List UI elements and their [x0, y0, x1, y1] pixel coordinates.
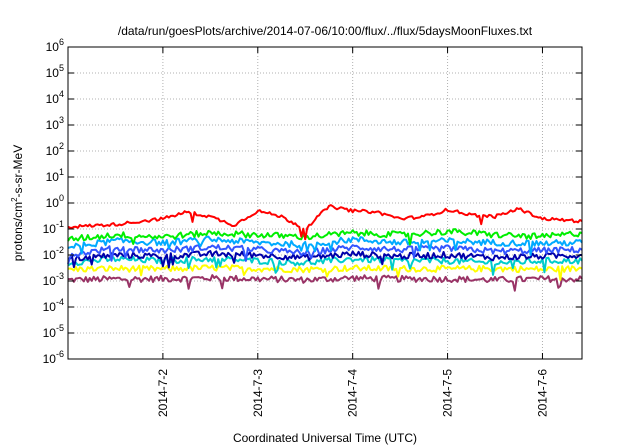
series-line-6: [67, 228, 583, 246]
y-axis-label-sup: 2: [10, 197, 19, 202]
y-axis-label-rest: -s-sr-MeV: [11, 145, 25, 198]
y-axis: 10610510410310210110010-110-210-310-410-…: [43, 37, 582, 366]
y-tick-label-exp: -3: [56, 271, 64, 281]
y-tick-label-base: 10: [46, 66, 60, 80]
x-tick-label: 2014-7-5: [441, 369, 455, 417]
y-tick-label-base: 10: [46, 92, 60, 106]
y-tick-label-base: 10: [46, 40, 60, 54]
y-tick-label-exp: -1: [56, 219, 64, 229]
x-axis-label: Coordinated Universal Time (UTC): [233, 431, 417, 445]
y-tick-label: 10-5: [43, 323, 64, 340]
y-tick-label-base: 10: [43, 352, 57, 366]
x-tick-label: 2014-7-6: [535, 369, 549, 417]
y-tick-label-base: 10: [43, 222, 57, 236]
y-tick-label: 10-1: [43, 219, 64, 236]
y-tick-label-base: 10: [46, 170, 60, 184]
y-tick-label-exp: -6: [56, 349, 64, 359]
series-line-3: [67, 250, 582, 269]
y-tick-label: 105: [46, 63, 64, 80]
y-tick-label: 10-4: [43, 297, 64, 314]
y-tick-label-base: 10: [43, 326, 57, 340]
y-tick-label-base: 10: [43, 300, 57, 314]
y-axis-label: protons/cm2-s-sr-MeV: [10, 145, 25, 261]
y-tick-label-exp: 0: [59, 193, 64, 203]
y-tick-label-exp: -5: [56, 323, 64, 333]
y-tick-label-base: 10: [46, 144, 60, 158]
y-tick-label: 10-2: [43, 245, 64, 262]
x-axis: 2014-7-2 2014-7-3 2014-7-4 2014-7-5 2014-7-6: [156, 47, 549, 417]
y-tick-label: 10-6: [43, 349, 64, 366]
y-tick-label-exp: 6: [59, 37, 64, 47]
y-tick-label: 100: [46, 193, 64, 210]
series-line-7: [67, 204, 583, 241]
y-tick-label: 106: [46, 37, 64, 54]
y-tick-label-base: 10: [43, 274, 57, 288]
y-tick-label-exp: 5: [59, 63, 64, 73]
series-line-2: [67, 255, 583, 276]
y-tick-label-base: 10: [46, 118, 60, 132]
grid-lines: [68, 47, 582, 359]
series-line-1: [67, 264, 583, 281]
y-tick-label-exp: 3: [59, 115, 64, 125]
y-tick-label-exp: 1: [59, 167, 64, 177]
y-tick-label-exp: -4: [56, 297, 64, 307]
y-tick-label-base: 10: [43, 248, 57, 262]
y-tick-label: 104: [46, 89, 64, 106]
series-line-4: [67, 244, 583, 265]
y-tick-label: 102: [46, 141, 64, 158]
chart-title: /data/run/goesPlots/archive/2014-07-06/1…: [118, 24, 533, 38]
x-tick-label: 2014-7-4: [346, 369, 360, 417]
y-tick-label: 101: [46, 167, 64, 184]
y-tick-label-exp: -2: [56, 245, 64, 255]
series-line-5: [67, 235, 583, 256]
series-line-0: [67, 274, 583, 292]
y-tick-label-exp: 4: [59, 89, 64, 99]
y-tick-label-base: 10: [46, 196, 60, 210]
y-axis-label-base: protons/cm: [11, 202, 25, 261]
plot-frame: [67, 46, 583, 360]
y-tick-label: 10-3: [43, 271, 64, 288]
series-layer: [67, 204, 583, 292]
x-tick-label: 2014-7-3: [251, 369, 265, 417]
y-tick-label-exp: 2: [59, 141, 64, 151]
x-tick-label: 2014-7-2: [156, 369, 170, 417]
y-tick-label: 103: [46, 115, 64, 132]
